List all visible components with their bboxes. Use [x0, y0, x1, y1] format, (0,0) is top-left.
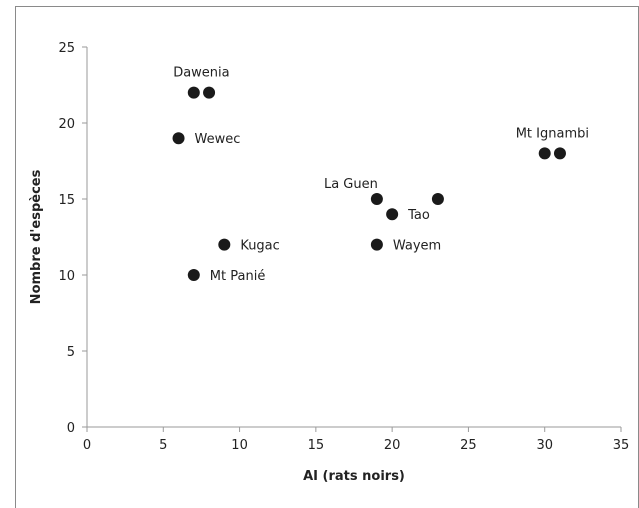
point-label: Dawenia: [173, 66, 229, 81]
data-point: [431, 193, 444, 205]
y-tick-label: 5: [67, 345, 75, 360]
point-labels: Dawenia Wewec Kugac Mt Panié La Guen Tao Wayem…: [173, 66, 589, 284]
data-point: [386, 208, 399, 221]
point-label: La Guen: [324, 177, 378, 192]
data-point: [370, 238, 383, 251]
y-tick-label: 25: [58, 41, 75, 56]
point-label: Mt Panié: [210, 269, 266, 284]
y-tick-label: 15: [58, 193, 75, 208]
data-point: [553, 147, 566, 160]
x-tick-label: 35: [613, 438, 630, 453]
y-tick-label: 10: [58, 269, 75, 284]
point-label: Kugac: [240, 239, 279, 254]
point-label: Wewec: [195, 132, 241, 147]
x-tick-label: 0: [83, 438, 91, 453]
data-point: [218, 238, 231, 251]
data-point: [370, 193, 383, 205]
x-tick-label: 15: [308, 438, 325, 453]
data-point: [538, 147, 551, 160]
x-tick-label: 25: [460, 438, 477, 453]
data-point: [187, 269, 200, 281]
point-label: Tao: [407, 208, 430, 223]
y-tick-label: 20: [58, 117, 75, 132]
y-axis-title: Nombre d'espèces: [29, 169, 44, 304]
data-point: [203, 86, 216, 99]
x-tick-label: 5: [159, 438, 167, 453]
x-tick-label: 20: [384, 438, 401, 453]
point-label: Wayem: [393, 239, 441, 254]
point-label: Mt Ignambi: [516, 126, 589, 141]
data-point: [172, 132, 185, 145]
data-points: [172, 86, 566, 281]
ticks: 0 5 10 15 20 25 0 5 10 15 20 25 30 35: [58, 41, 629, 453]
data-point: [187, 86, 200, 99]
y-tick-label: 0: [67, 421, 75, 436]
x-tick-label: 30: [536, 438, 553, 453]
x-tick-label: 10: [231, 438, 248, 453]
x-axis-title: AI (rats noirs): [303, 469, 405, 484]
axes: [86, 47, 621, 428]
